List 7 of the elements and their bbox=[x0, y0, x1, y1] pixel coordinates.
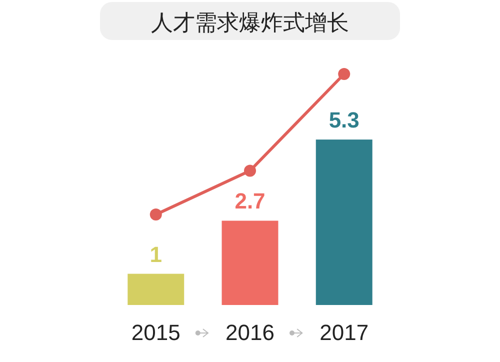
data-label: 5.3 bbox=[328, 108, 360, 133]
x-tick-label: 2015 bbox=[131, 320, 180, 345]
data-label: 1 bbox=[150, 242, 162, 267]
chart-title: 人才需求爆炸式增长 bbox=[151, 11, 349, 36]
x-tick-label: 2016 bbox=[226, 320, 274, 345]
x-tick-label: 2017 bbox=[320, 320, 369, 345]
data-label: 2.7 bbox=[234, 188, 266, 214]
